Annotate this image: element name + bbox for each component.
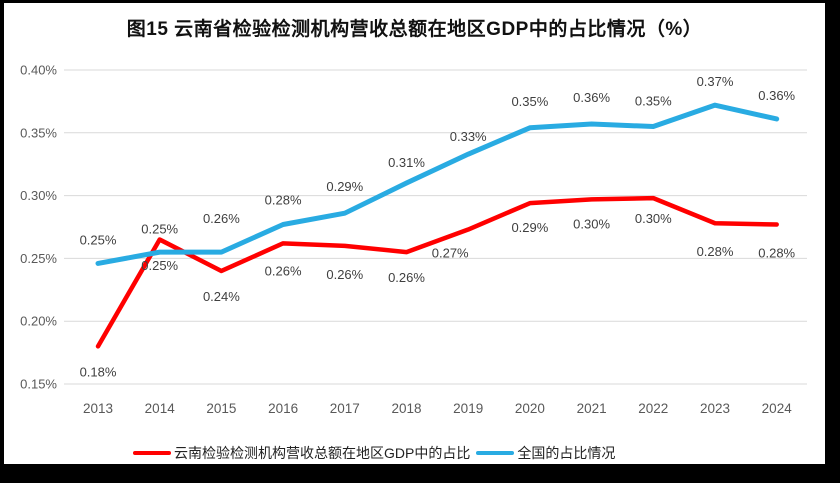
data-label: 0.24% [203, 289, 240, 304]
data-label: 0.28% [265, 192, 302, 207]
data-label: 0.35% [635, 94, 672, 109]
red-line-swatch-icon [133, 451, 171, 455]
data-label: 0.36% [758, 88, 795, 103]
data-label: 0.25% [141, 222, 178, 237]
x-tick-label: 2013 [83, 401, 113, 416]
data-label: 0.37% [697, 74, 734, 89]
x-tick-label: 2024 [762, 401, 793, 416]
legend-item-national: 全国的占比情况 [476, 443, 615, 463]
x-tick-label: 2022 [638, 401, 668, 416]
x-tick-label: 2017 [330, 401, 360, 416]
blue-line-swatch-icon [476, 451, 515, 455]
data-label: 0.28% [697, 244, 734, 259]
x-tick-label: 2019 [453, 401, 483, 416]
x-tick-label: 2020 [515, 401, 545, 416]
data-label: 0.31% [388, 155, 425, 170]
yunnan-series-line [95, 195, 779, 349]
data-label: 0.30% [573, 216, 610, 231]
x-tick-label: 2018 [391, 401, 421, 416]
x-tick-label: 2021 [577, 401, 607, 416]
data-label: 0.26% [203, 211, 240, 226]
y-tick-label: 0.30% [20, 188, 57, 203]
y-tick-label: 0.15% [20, 377, 57, 392]
legend-label-national: 全国的占比情况 [517, 445, 616, 461]
national-series-line [95, 102, 780, 266]
y-tick-label: 0.20% [20, 314, 57, 329]
legend-item-yunnan: 云南检验检测机构营收总额在地区GDP中的占比 [133, 443, 470, 463]
data-label: 0.18% [80, 364, 117, 379]
data-label: 0.27% [432, 246, 469, 261]
y-tick-label: 0.35% [20, 125, 57, 140]
x-tick-label: 2014 [145, 401, 176, 416]
data-label: 0.26% [265, 263, 302, 278]
chart-background [4, 3, 825, 464]
data-label: 0.33% [450, 129, 487, 144]
data-label: 0.35% [511, 94, 548, 109]
data-label: 0.25% [80, 232, 117, 247]
data-label: 0.36% [573, 90, 610, 105]
x-tick-label: 2016 [268, 401, 298, 416]
y-tick-label: 0.25% [20, 251, 57, 266]
data-label: 0.29% [511, 220, 548, 235]
data-label: 0.30% [635, 211, 672, 226]
data-label: 0.26% [326, 267, 363, 282]
legend-label-yunnan: 云南检验检测机构营收总额在地区GDP中的占比 [174, 445, 471, 461]
chart-legend: 云南检验检测机构营收总额在地区GDP中的占比 全国的占比情况 [133, 443, 615, 463]
y-tick-label: 0.40% [20, 63, 57, 78]
data-label: 0.26% [388, 270, 425, 285]
data-label: 0.28% [758, 245, 795, 260]
x-tick-label: 2023 [700, 401, 730, 416]
x-tick-label: 2015 [206, 401, 236, 416]
data-label: 0.25% [141, 258, 178, 273]
chart-title: 图15 云南省检验检测机构营收总额在地区GDP中的占比情况（%） [126, 19, 703, 40]
data-label: 0.29% [326, 179, 363, 194]
